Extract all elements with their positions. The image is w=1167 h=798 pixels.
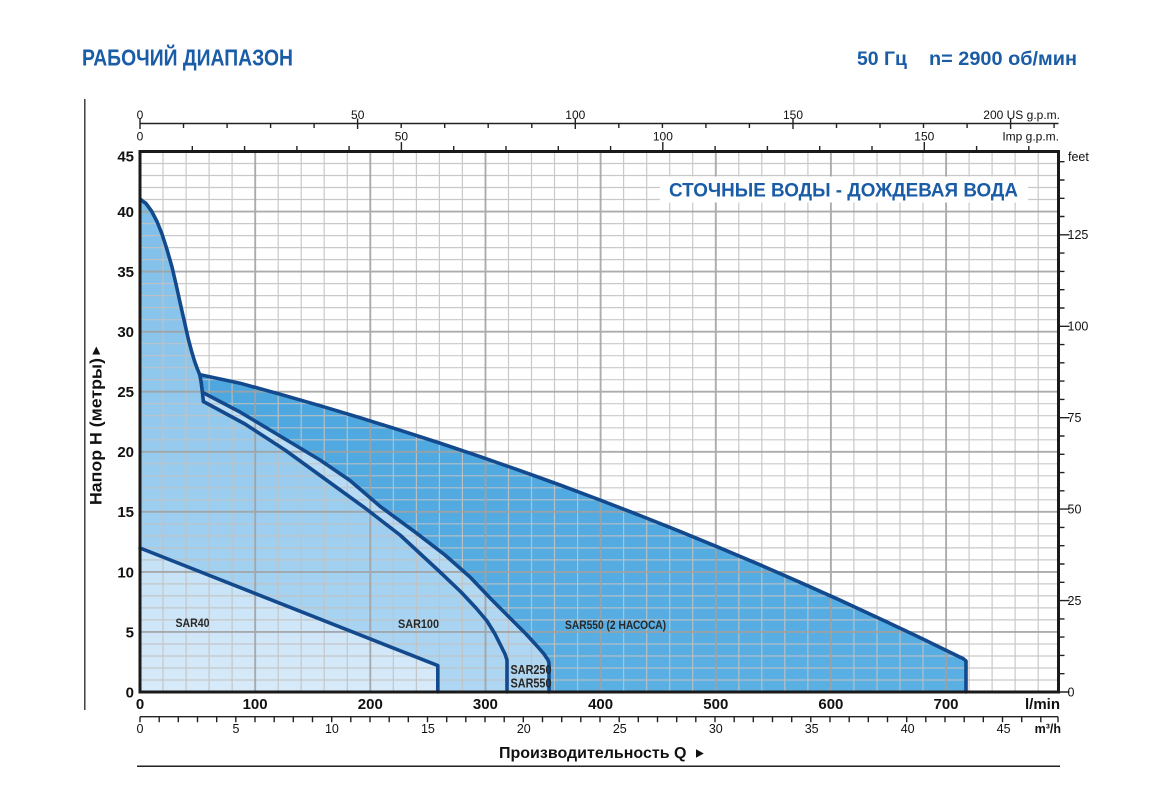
svg-text:35: 35 [805, 722, 819, 736]
svg-text:30: 30 [117, 324, 134, 341]
svg-text:200 US g.p.m.: 200 US g.p.m. [983, 108, 1060, 122]
svg-text:20: 20 [517, 722, 531, 736]
svg-text:SAR100: SAR100 [398, 619, 439, 631]
svg-text:100: 100 [1068, 319, 1089, 333]
svg-text:SAR550: SAR550 [511, 676, 552, 691]
svg-text:0: 0 [136, 696, 144, 713]
svg-text:15: 15 [421, 722, 435, 736]
svg-text:45: 45 [117, 149, 134, 166]
svg-text:SAR40: SAR40 [176, 618, 210, 630]
svg-text:35: 35 [117, 264, 134, 281]
svg-text:150: 150 [783, 108, 803, 122]
svg-text:n= 2900 об/мин: n= 2900 об/мин [929, 48, 1077, 70]
svg-text:600: 600 [818, 696, 843, 713]
svg-text:SAR550 (2 НАСОСА): SAR550 (2 НАСОСА) [565, 618, 666, 632]
svg-text:20: 20 [117, 444, 134, 461]
svg-text:100: 100 [565, 108, 585, 122]
svg-text:0: 0 [137, 108, 144, 122]
svg-text:700: 700 [933, 696, 958, 713]
svg-text:50: 50 [351, 108, 365, 122]
svg-text:25: 25 [1068, 594, 1082, 608]
svg-text:10: 10 [117, 564, 134, 581]
svg-text:Производительность Q: Производительность Q [499, 745, 686, 762]
svg-text:SAR250: SAR250 [511, 662, 552, 677]
svg-text:150: 150 [914, 130, 934, 144]
svg-text:РАБОЧИЙ ДИАПАЗОН: РАБОЧИЙ ДИАПАЗОН [82, 44, 293, 71]
svg-text:15: 15 [117, 504, 134, 521]
svg-text:m³/h: m³/h [1035, 722, 1061, 736]
svg-text:5: 5 [233, 722, 240, 736]
svg-text:l/min: l/min [1025, 696, 1060, 713]
svg-text:125: 125 [1068, 228, 1089, 242]
svg-text:40: 40 [901, 722, 915, 736]
svg-text:5: 5 [126, 624, 134, 641]
svg-text:500: 500 [703, 696, 728, 713]
svg-text:100: 100 [243, 696, 268, 713]
svg-text:25: 25 [117, 384, 134, 401]
svg-text:0: 0 [126, 684, 134, 701]
svg-text:СТОЧНЫЕ ВОДЫ - ДОЖДЕВАЯ ВОДА: СТОЧНЫЕ ВОДЫ - ДОЖДЕВАЯ ВОДА [669, 179, 1018, 201]
svg-text:300: 300 [473, 696, 498, 713]
svg-text:200: 200 [358, 696, 383, 713]
svg-text:0: 0 [1068, 686, 1075, 700]
svg-text:50 Гц: 50 Гц [857, 48, 907, 70]
svg-text:Imp g.p.m.: Imp g.p.m. [1002, 130, 1059, 144]
svg-text:100: 100 [653, 130, 673, 144]
svg-text:30: 30 [709, 722, 723, 736]
svg-text:0: 0 [137, 130, 144, 144]
svg-text:Напор H (метры): Напор H (метры) [88, 358, 106, 505]
svg-text:feet: feet [1068, 150, 1089, 164]
svg-text:50: 50 [395, 130, 409, 144]
svg-text:50: 50 [1068, 503, 1082, 517]
svg-text:0: 0 [137, 722, 144, 736]
svg-text:25: 25 [613, 722, 627, 736]
svg-text:75: 75 [1068, 411, 1082, 425]
svg-text:10: 10 [325, 722, 339, 736]
svg-text:45: 45 [997, 722, 1011, 736]
svg-text:40: 40 [117, 204, 134, 221]
svg-text:400: 400 [588, 696, 613, 713]
